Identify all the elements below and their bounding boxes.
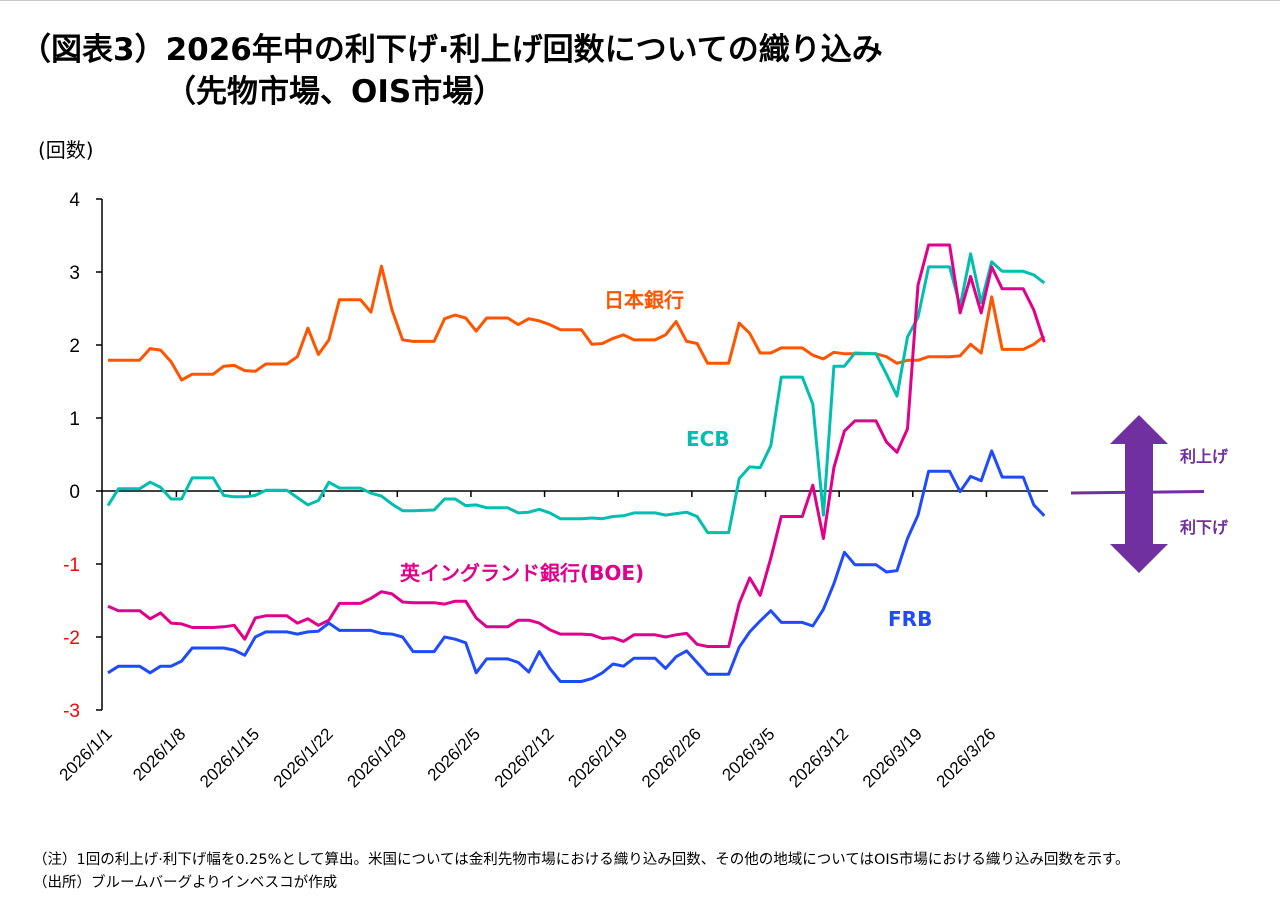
y-tick-label: 2 bbox=[69, 336, 80, 357]
x-tick-label: 2026/1/8 bbox=[129, 724, 189, 784]
series-line-ecb bbox=[106, 252, 1046, 535]
x-tick-label: 2026/2/26 bbox=[638, 724, 705, 791]
rate-cut-label: 利下げ bbox=[1180, 518, 1229, 537]
y-axis-label: (回数) bbox=[38, 138, 94, 162]
x-tick-label: 2026/3/5 bbox=[718, 724, 778, 784]
series-line-boj bbox=[108, 264, 1046, 382]
y-tick-label: 1 bbox=[69, 409, 80, 430]
chart-subtitle: （先物市場、OIS市場） bbox=[165, 74, 505, 110]
y-tick-label: 3 bbox=[69, 263, 80, 284]
x-tick-label: 2026/2/19 bbox=[564, 724, 631, 791]
x-tick-label: 2026/1/22 bbox=[270, 724, 337, 791]
y-tick-label: 0 bbox=[69, 482, 80, 503]
y-tick-label: -2 bbox=[63, 628, 80, 649]
x-tick-label: 2026/3/12 bbox=[785, 724, 852, 791]
series-label-ecb: ECB bbox=[686, 427, 730, 451]
rate-hike-label: 利上げ bbox=[1180, 447, 1229, 466]
top-border bbox=[0, 0, 1280, 1]
x-tick-label: 2026/2/12 bbox=[491, 724, 558, 791]
y-tick-label: -1 bbox=[63, 555, 80, 576]
series-label-boj: 日本銀行 bbox=[604, 288, 684, 312]
series-line-boe bbox=[107, 243, 1046, 648]
x-tick-label: 2026/2/5 bbox=[424, 724, 484, 784]
series-lines bbox=[106, 243, 1046, 683]
series-label-frb: FRB bbox=[888, 607, 932, 631]
double-arrow-icon bbox=[1110, 415, 1168, 573]
footnote-note: （注）1回の利上げ·利下げ幅を0.25%として算出。米国については金利先物市場に… bbox=[33, 852, 1130, 868]
rate-direction-legend: 利上げ 利下げ bbox=[1070, 415, 1229, 573]
series-labels: 日本銀行 ECB 英イングランド銀行(BOE) FRB bbox=[400, 288, 932, 631]
series-label-boe: 英イングランド銀行(BOE) bbox=[400, 561, 644, 585]
series-line-frb bbox=[107, 449, 1046, 683]
x-tick-label: 2026/3/19 bbox=[859, 724, 926, 791]
y-tick-label: -3 bbox=[63, 701, 80, 722]
x-tick-label: 2026/3/26 bbox=[933, 724, 1000, 791]
chart-title: （図表3）2026年中の利下げ·利上げ回数についての織り込み bbox=[20, 32, 883, 68]
x-tick-label: 2026/1/1 bbox=[56, 724, 116, 784]
x-tick-label: 2026/1/15 bbox=[196, 724, 263, 791]
y-tick-label: 4 bbox=[69, 190, 80, 211]
x-tick-label: 2026/1/29 bbox=[343, 724, 410, 791]
footnote-source: （出所）ブルームバーグよりインベスコが作成 bbox=[33, 875, 338, 891]
